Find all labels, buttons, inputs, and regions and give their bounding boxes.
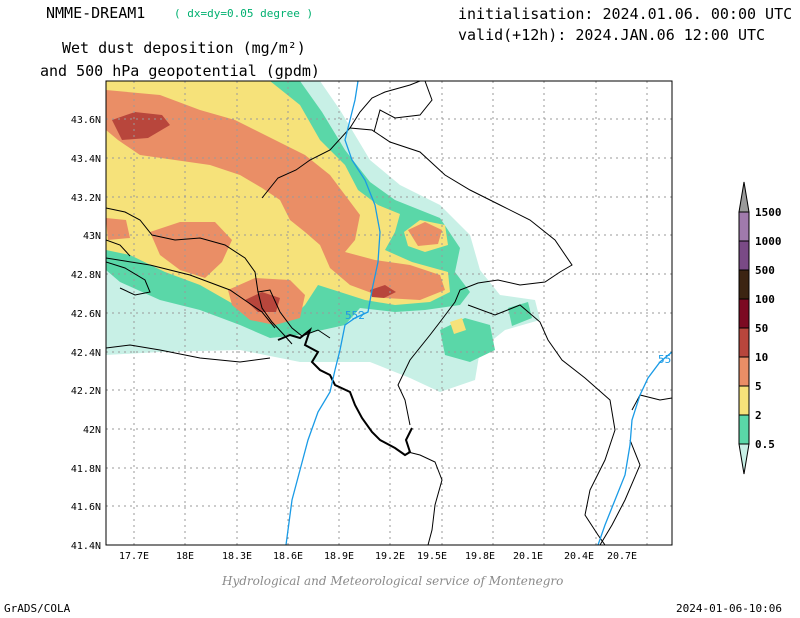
map-field-layer: 552 55 (106, 81, 672, 545)
lat-label: 41.6N (71, 502, 101, 513)
lon-label: 20.7E (607, 551, 637, 562)
lon-label: 19.2E (375, 551, 405, 562)
credit-line: Hydrological and Meteorological service … (222, 574, 564, 588)
map-frame (105, 80, 673, 546)
field-title-line2: and 500 hPa geopotential (gpdm) (40, 62, 320, 80)
lon-label: 20.1E (513, 551, 543, 562)
lat-label: 43.2N (71, 193, 101, 204)
lat-label: 43.6N (71, 115, 101, 126)
field-title-line1: Wet dust deposition (mg/m²) (62, 39, 306, 57)
lat-label: 41.4N (71, 541, 101, 552)
country-borders (106, 81, 672, 545)
lon-label: 18.3E (222, 551, 252, 562)
lat-label: 43.4N (71, 154, 101, 165)
map-gridlines (106, 81, 672, 545)
lat-label: 42N (83, 425, 101, 436)
lat-label: 41.8N (71, 464, 101, 475)
coastline (277, 327, 413, 457)
lat-label: 42.8N (71, 270, 101, 281)
geopotential-contours (285, 81, 672, 545)
software-label: GrADS/COLA (4, 602, 71, 615)
contour-label-552: 552 (345, 309, 365, 322)
lon-label: 20.4E (564, 551, 594, 562)
latitude-labels: 43.6N 43.4N 43.2N 43N 42.8N 42.6N 42.4N … (71, 115, 101, 552)
valid-time: valid(+12h): 2024.JAN.06 12:00 UTC (458, 26, 766, 44)
longitude-labels: 17.7E 18E 18.3E 18.6E 18.9E 19.2E 19.5E … (119, 551, 637, 562)
lon-label: 18E (176, 551, 194, 562)
lon-label: 19.8E (465, 551, 495, 562)
lat-label: 42.6N (71, 309, 101, 320)
initialisation-time: initialisation: 2024.01.06. 00:00 UTC (458, 5, 793, 23)
lon-label: 17.7E (119, 551, 149, 562)
lat-label: 42.2N (71, 386, 101, 397)
lat-label: 43N (83, 231, 101, 242)
model-title: NMME-DREAM1 (46, 4, 146, 22)
render-timestamp: 2024-01-06-10:06 (676, 602, 782, 615)
model-resolution: ( dx=dy=0.05 degree ) (174, 7, 314, 20)
lat-label: 42.4N (71, 348, 101, 359)
lon-label: 19.5E (417, 551, 447, 562)
contour-label-55: 55 (658, 353, 671, 366)
lon-label: 18.9E (324, 551, 354, 562)
lon-label: 18.6E (273, 551, 303, 562)
